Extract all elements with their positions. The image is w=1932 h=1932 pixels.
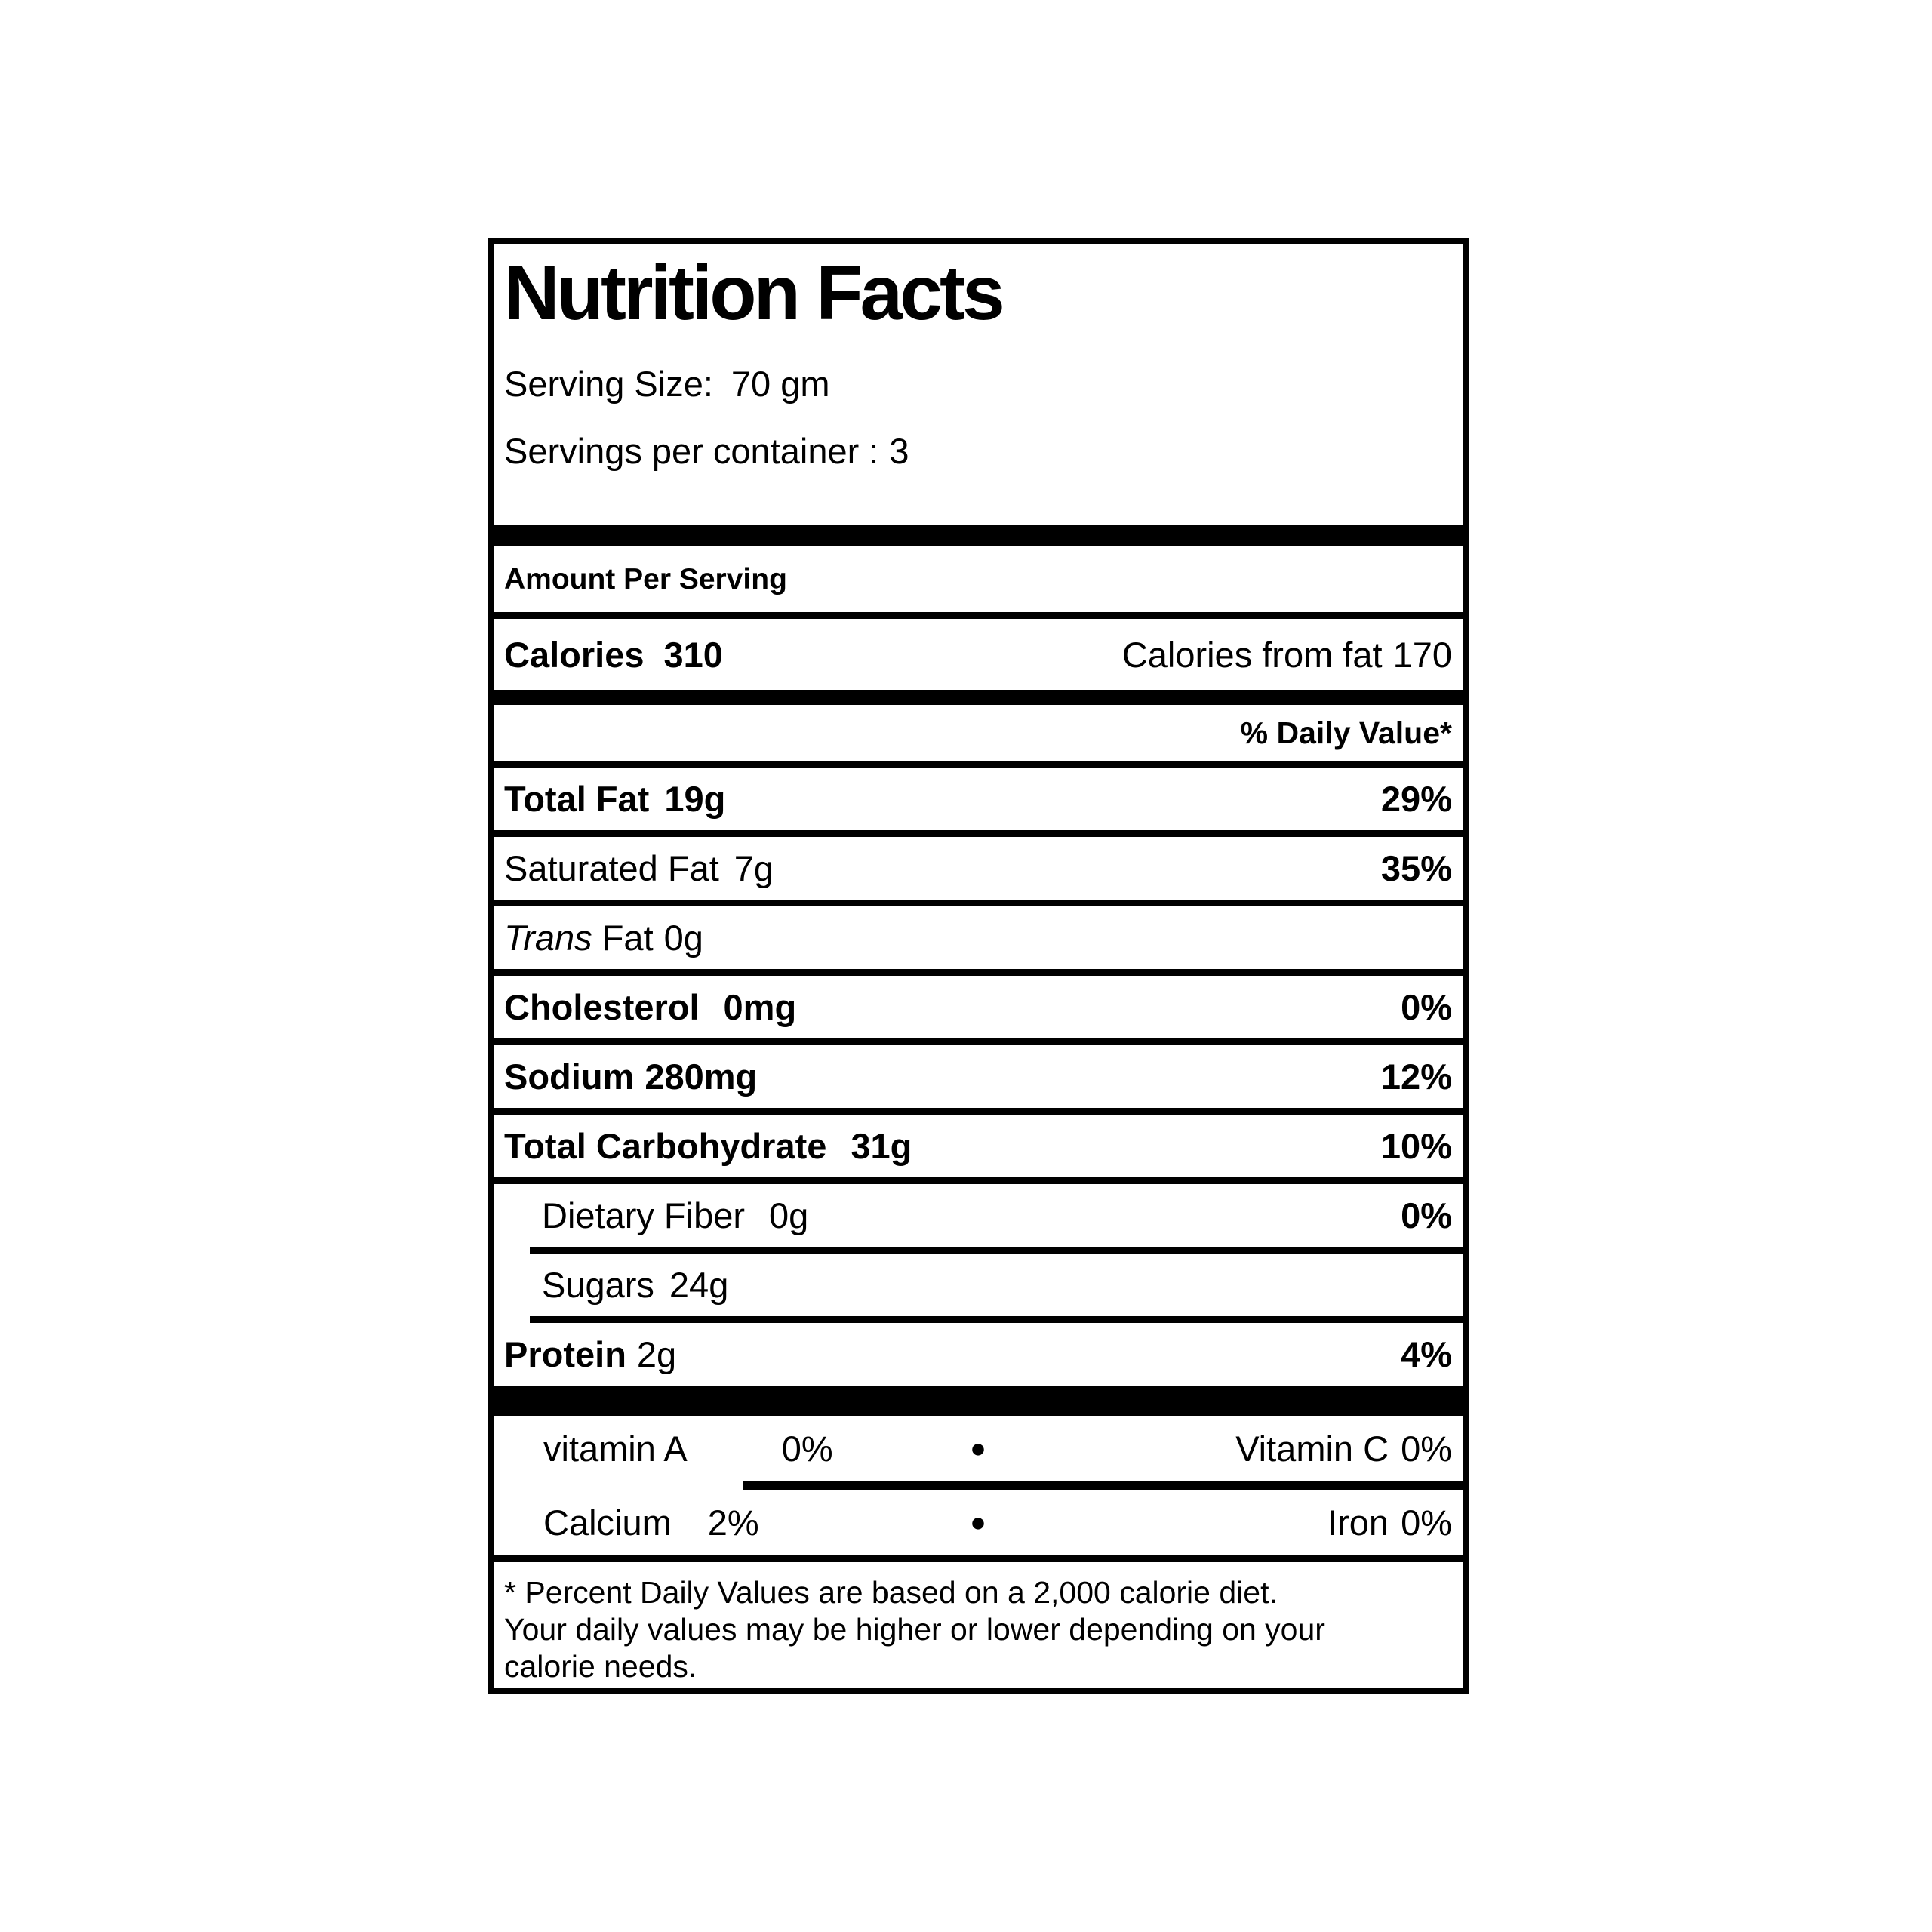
divider	[494, 1555, 1463, 1562]
row-protein: Protein 2g 4%	[494, 1323, 1463, 1386]
trans-fat-amount: 0g	[663, 918, 703, 958]
divider	[494, 761, 1463, 768]
footnote-line-1: * Percent Daily Values are based on a 2,…	[504, 1575, 1278, 1610]
cholesterol-amount: 0mg	[723, 987, 797, 1027]
sodium-amount: 280mg	[645, 1057, 758, 1097]
divider	[494, 1177, 1463, 1184]
row-sugars: Sugars 24g	[494, 1254, 1463, 1316]
amount-per-serving-row: Amount Per Serving	[494, 546, 1463, 612]
protein-amount: 2g	[636, 1334, 677, 1374]
bullet-icon: ●	[970, 1506, 986, 1537]
row-total-carbohydrate: Total Carbohydrate 31g 10%	[494, 1115, 1463, 1177]
row-total-fat: Total Fat 19g 29%	[494, 768, 1463, 830]
thick-divider-calories	[494, 690, 1463, 705]
vitamin-a-value: 0%	[781, 1428, 833, 1469]
total-fat-daily-value: 29%	[1380, 779, 1452, 819]
saturated-fat-name: Saturated Fat	[504, 848, 719, 888]
calories-label: Calories	[504, 634, 645, 675]
row-calcium-iron: Calcium 2% ● Iron 0%	[494, 1490, 1463, 1555]
vitamin-c-value: 0%	[1401, 1428, 1452, 1469]
total-fat-name: Total Fat	[504, 779, 650, 819]
nutrition-facts-label: Nutrition Facts Serving Size: 70 gm Servi…	[488, 238, 1469, 1694]
sugars-amount: 24g	[669, 1265, 729, 1305]
bullet-icon: ●	[970, 1432, 986, 1463]
trans-fat-name-italic: Trans	[504, 918, 592, 958]
divider	[494, 830, 1463, 837]
divider-indented	[530, 1316, 1463, 1323]
vitamin-a-name: vitamin A	[543, 1428, 688, 1469]
calories-row: Calories 310 Calories from fat 170	[494, 619, 1463, 690]
row-sodium: Sodium 280mg 12%	[494, 1045, 1463, 1108]
saturated-fat-daily-value: 35%	[1380, 848, 1452, 888]
serving-size-line: Serving Size: 70 gm	[504, 363, 1452, 405]
servings-per-container-label: Servings per container :	[504, 431, 879, 472]
saturated-fat-amount: 7g	[734, 848, 774, 888]
divider	[494, 900, 1463, 906]
total-carbohydrate-name: Total Carbohydrate	[504, 1126, 827, 1166]
servings-per-container-line: Servings per container :3	[504, 430, 1452, 472]
divider	[494, 1038, 1463, 1045]
calories-from-fat-label: Calories from fat	[1121, 634, 1383, 675]
label-title: Nutrition Facts	[504, 250, 1005, 336]
divider	[494, 612, 1463, 619]
vitamin-c-name: Vitamin C	[1235, 1428, 1389, 1469]
divider	[494, 969, 1463, 976]
row-cholesterol: Cholesterol 0mg 0%	[494, 976, 1463, 1038]
sodium-daily-value: 12%	[1380, 1057, 1452, 1097]
sodium-name: Sodium	[504, 1057, 635, 1097]
dietary-fiber-amount: 0g	[769, 1195, 809, 1235]
iron-name: Iron	[1327, 1502, 1389, 1543]
protein-name: Protein	[504, 1334, 626, 1374]
row-vitamin-a-c: vitamin A 0% ● Vitamin C 0%	[494, 1416, 1463, 1481]
footnote: * Percent Daily Values are based on a 2,…	[494, 1562, 1463, 1686]
serving-size-label: Serving Size:	[504, 364, 713, 405]
calories-value: 310	[663, 634, 723, 675]
protein-daily-value: 4%	[1401, 1334, 1452, 1374]
row-dietary-fiber: Dietary Fiber 0g 0%	[494, 1184, 1463, 1247]
label-header: Nutrition Facts Serving Size: 70 gm Servi…	[494, 244, 1463, 525]
calories-from-fat-value: 170	[1392, 634, 1452, 675]
divider	[494, 1108, 1463, 1115]
daily-value-header-row: % Daily Value*	[494, 705, 1463, 761]
cholesterol-daily-value: 0%	[1401, 987, 1452, 1027]
sugars-name: Sugars	[542, 1265, 654, 1305]
thick-divider-protein	[494, 1386, 1463, 1416]
row-trans-fat: Trans Fat 0g	[494, 906, 1463, 969]
footnote-line-3: calorie needs.	[504, 1649, 697, 1684]
divider-partial	[743, 1481, 1463, 1490]
serving-size-value: 70 gm	[731, 364, 830, 405]
total-fat-amount: 19g	[664, 779, 726, 819]
iron-value: 0%	[1401, 1502, 1452, 1543]
dietary-fiber-name: Dietary Fiber	[542, 1195, 746, 1235]
row-saturated-fat: Saturated Fat 7g 35%	[494, 837, 1463, 900]
trans-fat-name: Fat	[592, 918, 654, 958]
footnote-line-2: Your daily values may be higher or lower…	[504, 1612, 1325, 1647]
dietary-fiber-daily-value: 0%	[1401, 1195, 1452, 1235]
divider-indented	[530, 1247, 1463, 1254]
amount-per-serving-label: Amount Per Serving	[504, 562, 787, 595]
calcium-value: 2%	[707, 1502, 759, 1543]
total-carbohydrate-amount: 31g	[851, 1126, 912, 1166]
thick-divider-top	[494, 525, 1463, 546]
calcium-name: Calcium	[543, 1502, 672, 1543]
daily-value-header: % Daily Value*	[1240, 715, 1452, 750]
cholesterol-name: Cholesterol	[504, 987, 700, 1027]
total-carbohydrate-daily-value: 10%	[1380, 1126, 1452, 1166]
servings-per-container-value: 3	[889, 431, 909, 472]
